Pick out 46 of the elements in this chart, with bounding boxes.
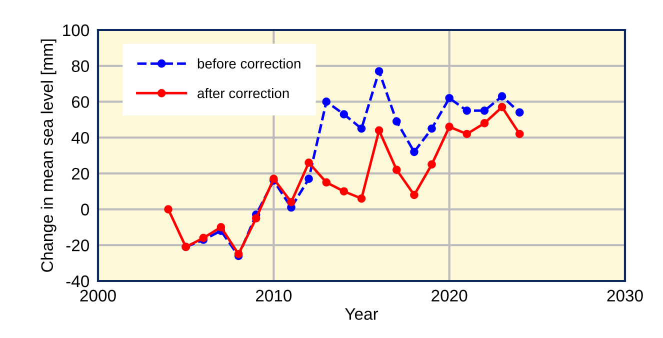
point <box>304 174 313 183</box>
point <box>252 214 260 222</box>
y-tick-label: 60 <box>72 96 90 108</box>
legend-label: after correction <box>198 88 289 98</box>
y-tick-label: 0 <box>81 204 90 216</box>
point <box>480 119 489 128</box>
y-tick-label: 100 <box>63 24 90 36</box>
y-tick-label: -40 <box>66 275 90 288</box>
y-tick-label: 80 <box>72 60 90 72</box>
point <box>410 148 418 156</box>
point <box>480 106 489 115</box>
point <box>392 166 401 174</box>
point <box>445 94 454 102</box>
point <box>322 178 331 187</box>
point <box>462 106 472 115</box>
point <box>340 110 348 118</box>
point <box>392 117 401 126</box>
x-tick-label: 2030 <box>607 290 643 302</box>
point <box>357 194 366 203</box>
point <box>357 124 366 133</box>
point <box>515 108 524 117</box>
point <box>410 190 418 200</box>
point <box>498 102 506 112</box>
point <box>216 223 226 232</box>
point <box>304 158 313 167</box>
y-tick-label: 40 <box>72 132 90 144</box>
point <box>374 67 384 76</box>
y-tick-label: 20 <box>72 168 90 180</box>
y-axis-title: Change in mean sea level [mm] <box>40 39 56 272</box>
x-tick-label: 2010 <box>256 290 292 302</box>
point <box>374 126 384 135</box>
point <box>515 130 524 138</box>
point <box>340 187 348 196</box>
x-tick-label: 2020 <box>432 290 468 302</box>
point <box>428 124 436 133</box>
point <box>322 98 331 106</box>
y-tick-label: -20 <box>66 240 90 252</box>
point <box>445 122 454 131</box>
point <box>287 198 296 206</box>
point <box>428 160 436 169</box>
legend-label: before correction <box>198 58 300 69</box>
point <box>462 130 472 138</box>
x-tick-label: 2000 <box>80 290 116 302</box>
point <box>164 205 172 214</box>
x-axis-title: Year <box>345 308 378 320</box>
point <box>498 92 506 101</box>
